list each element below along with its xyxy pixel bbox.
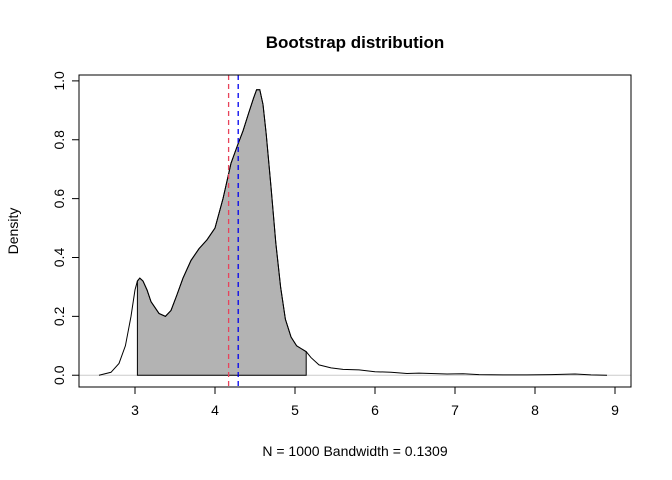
shaded-interval	[136, 89, 307, 376]
y-tick-label: 0.2	[51, 306, 67, 326]
x-axis-label: N = 1000 Bandwidth = 0.1309	[262, 443, 447, 459]
plot-area	[79, 75, 631, 387]
x-tick-label: 8	[531, 402, 539, 418]
y-tick-label: 0.4	[51, 248, 67, 268]
x-tick-label: 7	[451, 402, 459, 418]
x-tick-label: 9	[611, 402, 619, 418]
x-tick-label: 4	[211, 402, 219, 418]
y-tick-label: 0.6	[51, 189, 67, 209]
x-tick-label: 6	[371, 402, 379, 418]
y-tick-label: 1.0	[51, 71, 67, 91]
x-axis: 3 4 5 6 7 8 9	[131, 386, 619, 418]
y-tick-label: 0.8	[51, 130, 67, 150]
density-curve	[98, 89, 608, 376]
reference-lines	[227, 75, 239, 387]
x-tick-label: 5	[291, 402, 299, 418]
chart-title: Bootstrap distribution	[266, 33, 444, 52]
y-tick-label: 0.0	[51, 365, 67, 385]
x-tick-label: 3	[131, 402, 139, 418]
y-axis: 0.0 0.2 0.4 0.6 0.8 1.0	[51, 71, 80, 385]
y-axis-label: Density	[5, 208, 21, 255]
